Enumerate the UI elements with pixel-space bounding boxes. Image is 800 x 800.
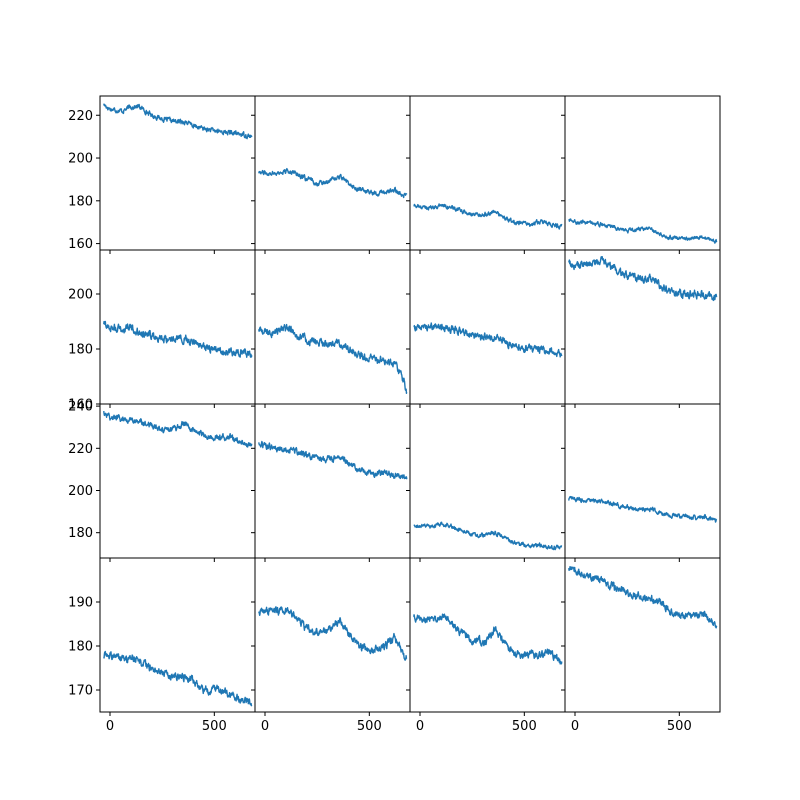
panel-r2c1 (251, 403, 411, 562)
panel-r0c0 (96, 95, 256, 254)
series-line-r3c0 (103, 650, 253, 707)
series-line-r0c0 (103, 103, 253, 140)
panel-r3c0 (96, 557, 256, 716)
series-line-r1c3 (568, 256, 718, 302)
panel-frame (254, 557, 411, 713)
series-line-r2c0 (103, 410, 253, 448)
x-tick-label: 500 (512, 719, 537, 734)
series-line-r3c3 (568, 566, 718, 629)
series-line-r3c2 (413, 613, 563, 665)
panel-r1c1 (251, 249, 411, 408)
panel-r2c0 (96, 403, 256, 562)
panel-r1c2 (406, 249, 566, 408)
series-line-r1c0 (103, 320, 253, 358)
panel-r2c3 (561, 403, 721, 562)
panel-frame (99, 95, 256, 251)
y-tick-label: 240 (68, 400, 93, 415)
panel-r2c2 (406, 403, 566, 562)
x-tick-label: 0 (416, 719, 424, 734)
y-tick-label: 180 (68, 343, 93, 358)
y-tick-label: 170 (68, 684, 93, 699)
x-tick-label: 0 (106, 719, 114, 734)
panel-r0c1 (251, 95, 411, 254)
panel-frame (99, 249, 256, 405)
series-line-r0c3 (568, 218, 718, 244)
y-tick-label: 180 (68, 194, 93, 209)
series-line-r2c1 (258, 440, 408, 480)
panel-r3c2 (406, 557, 566, 716)
panel-r1c0 (96, 249, 256, 408)
panel-frame (254, 403, 411, 559)
y-tick-label: 220 (68, 109, 93, 124)
y-tick-label: 180 (68, 640, 93, 655)
series-line-r1c2 (413, 322, 563, 358)
series-line-r3c1 (258, 606, 408, 661)
x-tick-label: 500 (667, 719, 692, 734)
panel-r3c1 (251, 557, 411, 716)
panel-r1c3 (561, 249, 721, 408)
y-tick-label: 200 (68, 152, 93, 167)
y-tick-label: 160 (68, 237, 93, 252)
series-line-r2c3 (568, 495, 718, 523)
panel-r0c2 (406, 95, 566, 254)
series-line-r1c1 (258, 323, 408, 395)
series-line-r0c2 (413, 203, 563, 230)
panel-frame (564, 249, 721, 405)
panel-frame (409, 95, 566, 251)
panel-frame (564, 403, 721, 559)
panel-frame (564, 557, 721, 713)
panel-frame (99, 557, 256, 713)
y-tick-label: 200 (68, 288, 93, 303)
y-tick-label: 200 (68, 484, 93, 499)
panel-frame (254, 249, 411, 405)
panel-frame (409, 557, 566, 713)
series-line-r2c2 (413, 521, 563, 551)
y-tick-label: 220 (68, 442, 93, 457)
x-tick-label: 500 (202, 719, 227, 734)
y-tick-label: 180 (68, 526, 93, 541)
axes-layer: 160 180 200 220 160 180 200 180 200 220 240 170 180 1… (68, 109, 692, 734)
x-tick-label: 0 (261, 719, 269, 734)
panels-layer (96, 95, 721, 716)
x-tick-label: 500 (357, 719, 382, 734)
x-tick-label: 0 (571, 719, 579, 734)
panel-r0c3 (561, 95, 721, 254)
y-tick-label: 190 (68, 596, 93, 611)
panel-r3c3 (561, 557, 721, 716)
series-line-r0c1 (258, 167, 408, 199)
y-tick-label: 160 (68, 398, 93, 413)
